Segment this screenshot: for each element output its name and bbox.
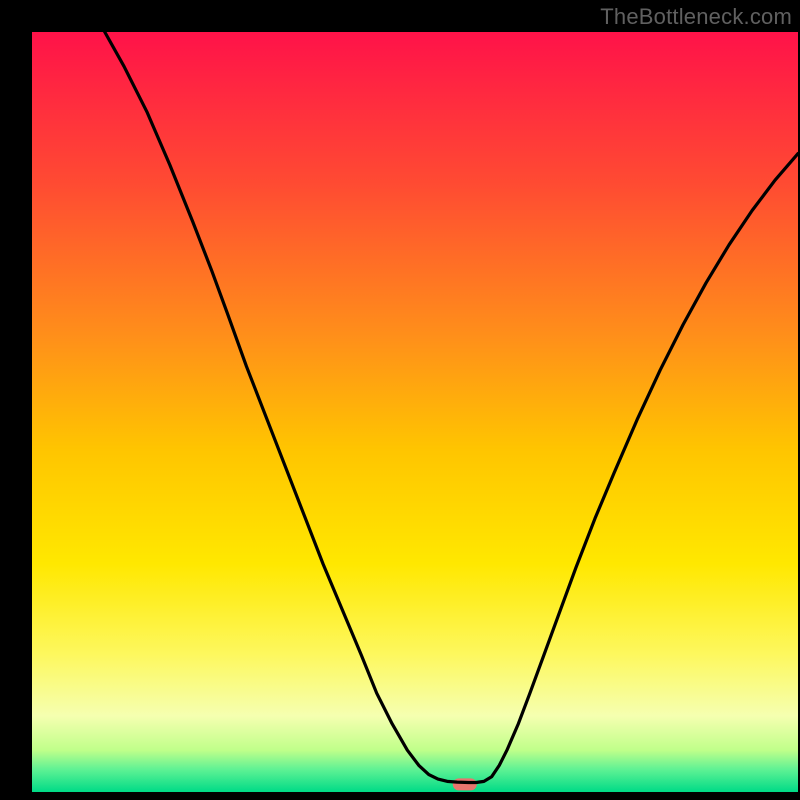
bottleneck-marker [453, 778, 477, 790]
plot-gradient-background [32, 32, 798, 792]
bottleneck-curve-chart [0, 0, 800, 800]
chart-container: TheBottleneck.com [0, 0, 800, 800]
watermark-label: TheBottleneck.com [600, 4, 792, 30]
